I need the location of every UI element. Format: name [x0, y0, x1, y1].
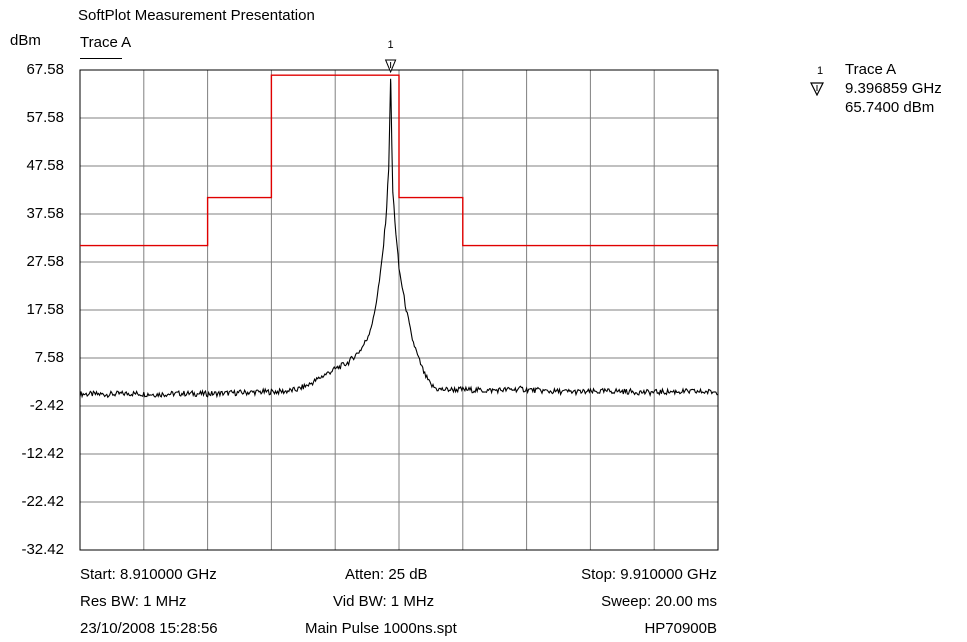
file-name: Main Pulse 1000ns.spt: [305, 620, 457, 637]
y-tick-label: 47.58: [26, 157, 64, 174]
y-axis-label: dBm: [10, 32, 41, 49]
y-tick-label: 57.58: [26, 109, 64, 126]
y-tick-label: 37.58: [26, 205, 64, 222]
video-bandwidth: Vid BW: 1 MHz: [333, 593, 435, 610]
series-trace-a: [79, 78, 719, 399]
y-tick-label: 67.58: [26, 61, 64, 78]
y-tick-label: -32.42: [21, 541, 64, 558]
y-tick-label: -22.42: [21, 493, 64, 510]
attenuation: Atten: 25 dB: [345, 566, 428, 583]
y-tick-label: 27.58: [26, 253, 64, 270]
series-limit: [80, 74, 718, 247]
resolution-bandwidth: Res BW: 1 MHz: [80, 593, 187, 610]
timestamp: 23/10/2008 15:28:56: [80, 620, 218, 637]
instrument-model: HP70900B: [644, 620, 717, 637]
plot-frame: [79, 69, 719, 551]
y-tick-label: 7.58: [34, 349, 64, 366]
chart-title: SoftPlot Measurement Presentation: [78, 7, 315, 24]
y-tick-label: -12.42: [21, 445, 64, 462]
legend-frequency: 9.396859 GHz: [845, 80, 942, 97]
trace-label: Trace A: [80, 34, 132, 51]
y-tick-label: -2.42: [29, 397, 64, 414]
marker-triangle-icon: [810, 82, 824, 101]
sweep-time: Sweep: 20.00 ms: [601, 593, 717, 610]
y-tick-label: 17.58: [26, 301, 64, 318]
legend-trace-name: Trace A: [845, 61, 897, 78]
trace-label-underline: [80, 58, 122, 59]
stop-frequency: Stop: 9.910000 GHz: [581, 566, 717, 583]
peak-marker-number: 1: [388, 39, 394, 51]
start-frequency: Start: 8.910000 GHz: [80, 566, 217, 583]
legend-level: 65.7400 dBm: [845, 99, 935, 116]
legend-marker-number: 1: [817, 65, 824, 77]
